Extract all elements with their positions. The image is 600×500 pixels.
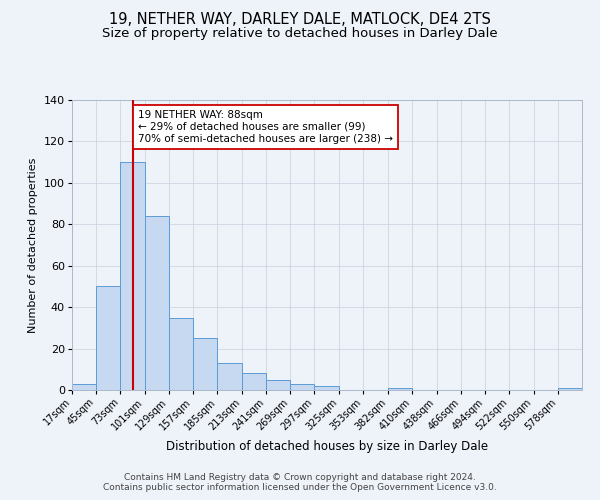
Bar xyxy=(169,318,193,390)
Bar xyxy=(388,388,412,390)
Bar xyxy=(72,384,96,390)
Y-axis label: Number of detached properties: Number of detached properties xyxy=(28,158,38,332)
Bar xyxy=(266,380,290,390)
Text: Size of property relative to detached houses in Darley Dale: Size of property relative to detached ho… xyxy=(102,28,498,40)
Bar xyxy=(145,216,169,390)
Bar xyxy=(217,363,242,390)
Text: Contains HM Land Registry data © Crown copyright and database right 2024.
Contai: Contains HM Land Registry data © Crown c… xyxy=(103,473,497,492)
Bar xyxy=(96,286,121,390)
Bar xyxy=(242,374,266,390)
Bar xyxy=(193,338,217,390)
Text: 19 NETHER WAY: 88sqm
← 29% of detached houses are smaller (99)
70% of semi-detac: 19 NETHER WAY: 88sqm ← 29% of detached h… xyxy=(138,110,393,144)
Bar xyxy=(314,386,338,390)
X-axis label: Distribution of detached houses by size in Darley Dale: Distribution of detached houses by size … xyxy=(166,440,488,454)
Bar xyxy=(558,388,582,390)
Bar xyxy=(121,162,145,390)
Text: 19, NETHER WAY, DARLEY DALE, MATLOCK, DE4 2TS: 19, NETHER WAY, DARLEY DALE, MATLOCK, DE… xyxy=(109,12,491,28)
Bar xyxy=(290,384,314,390)
